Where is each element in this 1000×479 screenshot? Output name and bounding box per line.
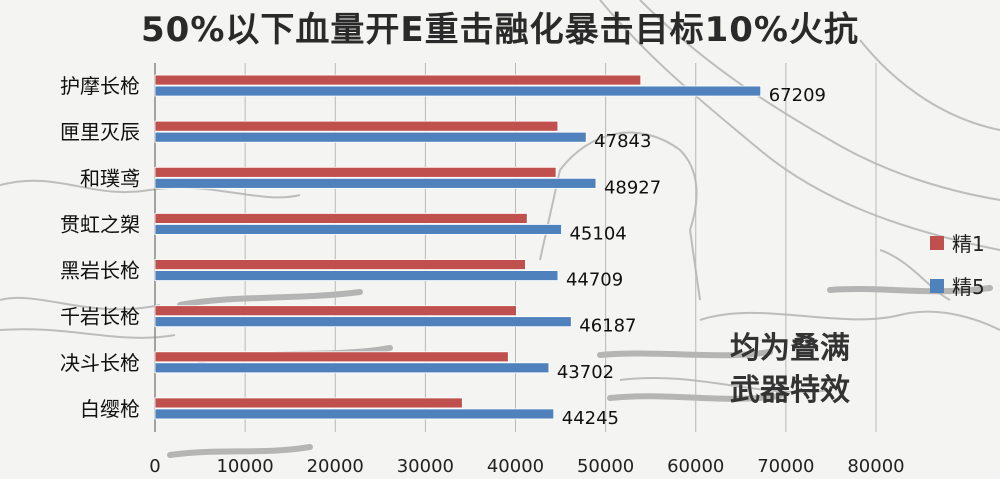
note-line: 武器特效 — [730, 373, 850, 408]
category-label: 千岩长枪 — [60, 305, 140, 329]
data-label: 45104 — [569, 223, 626, 244]
x-tick-label: 10000 — [216, 456, 273, 477]
category-label: 贯虹之槊 — [60, 212, 140, 236]
x-tick-label: 60000 — [667, 456, 724, 477]
category-label: 黑岩长枪 — [60, 259, 140, 283]
data-label: 46187 — [579, 316, 636, 337]
bar-series-1 — [154, 213, 528, 224]
bar-series-1 — [154, 74, 642, 86]
bar-series-2 — [154, 362, 550, 374]
bar-series-2 — [154, 85, 762, 97]
category-label: 护摩长枪 — [60, 74, 140, 98]
x-tick-label: 50000 — [577, 456, 634, 477]
bar-series-1 — [154, 259, 526, 270]
legend-swatch — [930, 278, 944, 293]
bar-series-1 — [154, 351, 509, 363]
bar-series-1 — [154, 397, 463, 409]
x-tick-label: 0 — [149, 456, 160, 477]
legend-swatch — [930, 235, 944, 250]
x-tick-label: 70000 — [757, 456, 814, 477]
bar-series-2 — [154, 177, 597, 189]
data-label: 47843 — [594, 131, 651, 152]
legend-label: 精1 — [952, 232, 985, 256]
x-tick-label: 40000 — [487, 456, 544, 477]
data-label: 43702 — [557, 362, 614, 383]
legend-label: 精5 — [952, 275, 985, 299]
data-label: 48927 — [604, 177, 661, 198]
category-label: 白缨枪 — [80, 397, 140, 421]
note-line: 均为叠满 — [730, 331, 850, 366]
bar-series-2 — [154, 131, 587, 143]
legend-item-series-2: 精5 — [930, 271, 985, 300]
legend-item-series-1: 精1 — [930, 228, 985, 257]
category-label: 和璞鸢 — [80, 166, 140, 190]
annotation-note: 均为叠满 武器特效 — [730, 328, 850, 412]
bar-series-2 — [154, 408, 555, 420]
x-tick-label: 30000 — [397, 456, 454, 477]
x-tick-label: 80000 — [847, 456, 904, 477]
bar-series-2 — [154, 270, 559, 281]
category-label: 决斗长枪 — [60, 351, 140, 375]
data-label: 67209 — [769, 85, 826, 106]
bar-series-1 — [154, 166, 557, 178]
bar-series-1 — [154, 120, 559, 132]
bar-series-2 — [154, 224, 562, 235]
legend: 精1 精5 — [930, 228, 985, 314]
chart-title: 50%以下血量开E重击融化暴击目标10%火抗 — [141, 10, 859, 50]
x-tick-label: 20000 — [307, 456, 364, 477]
bar-series-2 — [154, 316, 572, 328]
data-label: 44709 — [566, 270, 623, 291]
data-label: 44245 — [562, 408, 619, 429]
bar-series-1 — [154, 305, 517, 317]
category-label: 匣里灭辰 — [60, 120, 140, 144]
